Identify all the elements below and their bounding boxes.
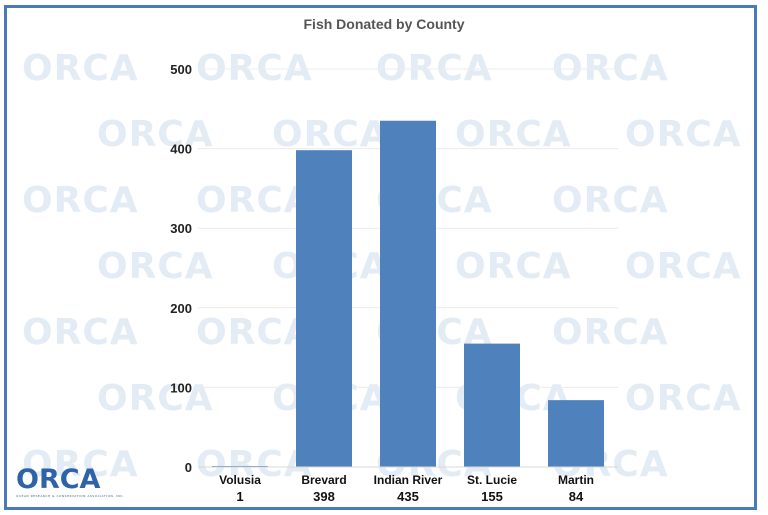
x-category-label: Brevard (301, 473, 346, 487)
data-label: 435 (397, 489, 419, 504)
data-label: 1 (236, 489, 243, 504)
y-tick-label: 500 (170, 62, 192, 77)
chart-title: Fish Donated by County (303, 16, 465, 32)
x-category-label: Volusia (219, 473, 261, 487)
bar (380, 120, 436, 468)
y-tick-label: 0 (185, 460, 192, 475)
logo-tagline: OCEAN RESEARCH & CONSERVATION ASSOCIATIO… (16, 494, 125, 498)
x-category-label: St. Lucie (467, 473, 517, 487)
y-tick-label: 300 (170, 221, 192, 236)
y-tick-label: 200 (170, 301, 192, 316)
data-label: 155 (481, 489, 503, 504)
y-tick-label: 100 (170, 380, 192, 395)
logo-wordmark: ORCA (16, 464, 101, 495)
data-label: 84 (569, 489, 584, 504)
bar (548, 400, 604, 467)
data-label: 398 (313, 489, 335, 504)
y-tick-label: 400 (170, 142, 192, 157)
x-category-label: Indian River (374, 473, 443, 487)
x-category-label: Martin (558, 473, 594, 487)
bar (296, 150, 352, 467)
orca-logo: ORCA OCEAN RESEARCH & CONSERVATION ASSOC… (16, 464, 125, 500)
bar (464, 343, 520, 467)
